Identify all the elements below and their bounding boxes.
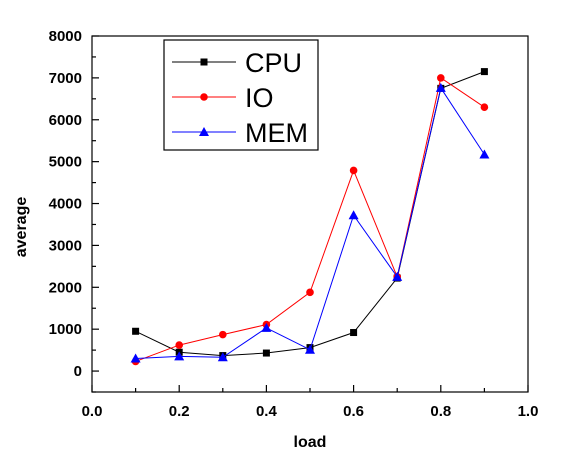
data-point-io — [437, 74, 445, 82]
y-tick-label: 2000 — [49, 279, 82, 296]
data-point-mem — [217, 352, 228, 362]
data-point-mem — [392, 271, 403, 281]
data-point-cpu — [262, 349, 270, 357]
y-tick-label: 3000 — [49, 237, 82, 254]
data-point-io — [306, 288, 314, 297]
legend-entry-io: IO — [172, 83, 274, 113]
data-point-cpu — [480, 68, 488, 76]
x-axis-label: load — [294, 434, 327, 451]
y-tick-label: 1000 — [49, 321, 82, 338]
data-point-mem — [435, 82, 446, 92]
data-point-mem — [305, 344, 315, 354]
data-point-mem — [261, 322, 272, 332]
data-point-io — [480, 103, 489, 111]
y-tick-label: 4000 — [49, 196, 82, 213]
legend-label-cpu: CPU — [245, 48, 302, 78]
legend-label-io: IO — [245, 83, 274, 113]
data-point-mem — [130, 353, 141, 363]
series-mem — [130, 82, 490, 363]
x-tick-label: 0.8 — [430, 403, 451, 420]
y-tick-label: 7000 — [49, 70, 82, 87]
x-tick-label: 0.4 — [256, 403, 278, 420]
data-point-mem — [479, 149, 490, 159]
legend-entry-cpu: CPU — [172, 48, 302, 78]
axis-ticks — [91, 35, 529, 393]
legend: CPU IO MEM — [163, 39, 319, 151]
data-point-io — [175, 341, 183, 349]
legend-entry-mem: MEM — [172, 118, 308, 148]
y-axis-label: average — [13, 197, 30, 258]
y-tick-label: 5000 — [49, 154, 82, 171]
x-tick-label: 0.6 — [343, 403, 364, 420]
y-tick-label: 8000 — [49, 28, 82, 45]
legend-marker-mem — [199, 127, 209, 136]
x-tick-label: 0.2 — [169, 403, 190, 420]
legend-marker-cpu — [200, 58, 208, 66]
legend-marker-io — [200, 93, 208, 101]
data-point-mem — [348, 210, 359, 220]
series-layer — [130, 68, 490, 366]
axis-tick-labels: 0.0 0.2 0.4 0.6 0.8 1.0 0 1000 2000 3000 4000 5000 6… — [49, 28, 539, 420]
y-tick-label: 6000 — [49, 112, 82, 129]
legend-label-mem: MEM — [245, 118, 308, 148]
data-point-mem — [174, 351, 185, 361]
x-tick-label: 0.0 — [82, 403, 103, 420]
x-tick-label: 1.0 — [518, 403, 539, 420]
data-point-io — [349, 166, 358, 175]
y-tick-label: 0 — [74, 363, 82, 380]
data-point-cpu — [350, 329, 358, 337]
data-point-io — [219, 330, 227, 339]
data-point-cpu — [132, 327, 140, 335]
